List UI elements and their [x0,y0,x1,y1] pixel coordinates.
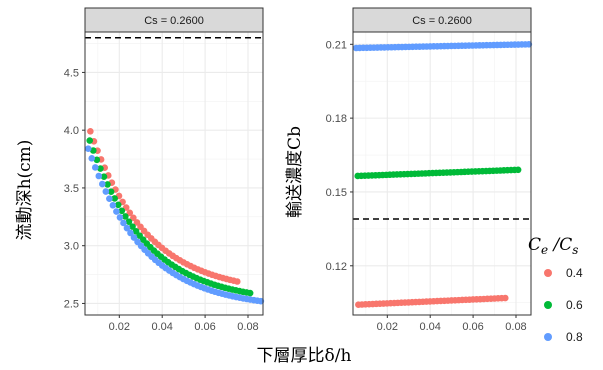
data-point [123,224,131,232]
data-point [514,166,522,174]
left-x-tick-label: 0.06 [194,321,215,333]
right-x-tick-label: 0.04 [419,321,440,333]
data-point [95,172,103,180]
left-series-0.8 [84,145,265,305]
data-point [246,289,254,297]
data-point [501,294,509,302]
legend-key [544,333,552,341]
right-plot-area: 0.02 0.04 0.06 0.08 0.12 0.15 0.18 0.21 [326,31,533,333]
left-plot-area: 0.02 0.04 0.06 0.08 2.5 3.0 3.5 4.0 4.5 [64,31,265,333]
data-point [130,214,137,222]
data-point [125,218,133,225]
legend-entry: 0.8 [544,330,583,344]
right-y-tick-label: 0.12 [326,261,347,273]
right-series-0.8 [352,41,533,52]
data-point [129,223,136,230]
data-point [106,195,113,202]
legend-entry: 0.4 [544,266,583,280]
data-point [99,180,106,188]
right-panel-border [352,31,532,316]
left-series-0.6 [86,137,254,297]
data-point [87,128,94,135]
data-point [88,155,96,162]
left-y-tick-label: 3.0 [64,241,79,253]
data-point [102,188,110,195]
panel-right: Cs = 0.2600 0.02 0.04 0.06 0.08 0.12 0.15 0.18… [285,7,533,333]
left-strip-label: Cs = 0.2600 [144,15,204,27]
data-point [116,214,124,221]
data-point [133,219,141,226]
data-point [107,188,115,195]
right-x-tick-label: 0.08 [505,321,526,333]
legend-key [544,269,552,277]
data-point [84,145,92,152]
left-y-tick-label: 2.5 [64,298,79,310]
panel-left: Cs = 0.2600 0.02 0.04 0.06 0.08 2.5 3.0 3.5 4.0… [15,7,265,333]
right-y-axis-title: 輸送濃度Cb [285,126,305,218]
legend-entries: 0.4 0.6 0.8 [544,266,583,344]
left-y-tick-label: 4.5 [64,67,79,79]
legend-key [544,301,552,309]
data-point [118,207,126,215]
right-strip-label: Cs = 0.2600 [412,15,472,27]
data-point [104,181,111,188]
data-point [132,227,140,235]
data-point [89,147,97,154]
right-x-tick-label: 0.02 [377,321,398,333]
legend-label: 0.8 [566,330,583,344]
left-y-tick-label: 4.0 [64,125,79,137]
data-point [233,278,241,285]
left-panel-border [84,31,264,316]
data-point [93,156,101,164]
data-point [113,208,120,215]
right-series-0.4 [355,294,509,308]
legend-label: 0.4 [566,266,583,280]
data-point [97,165,104,172]
right-y-tick-label: 0.18 [326,113,347,125]
data-point [127,229,134,237]
data-point [86,137,94,144]
left-x-tick-label: 0.08 [237,321,258,333]
legend-label: 0.6 [566,298,583,312]
x-axis-title: 下層厚比δ/h [257,346,352,366]
data-point [100,173,108,181]
left-y-axis-title: 流動深h(cm) [15,140,35,241]
left-x-tick-label: 0.02 [109,321,130,333]
left-strip [84,7,264,33]
data-point [109,202,117,209]
data-point [120,219,127,227]
legend-title: Ce /Cs [528,235,578,257]
legend: Ce /Cs 0.4 0.6 0.8 [528,235,583,344]
right-series-0.6 [354,166,522,180]
right-y-tick-label: 0.21 [326,39,347,51]
data-point [122,213,129,220]
right-y-tick-label: 0.15 [326,187,347,199]
legend-entry: 0.6 [544,298,583,312]
data-point [111,195,118,202]
left-x-tick-label: 0.04 [151,321,172,333]
data-point [126,209,134,217]
data-point [114,201,122,209]
data-point [91,164,99,171]
left-y-tick-label: 3.5 [64,183,79,195]
right-x-tick-label: 0.06 [462,321,483,333]
